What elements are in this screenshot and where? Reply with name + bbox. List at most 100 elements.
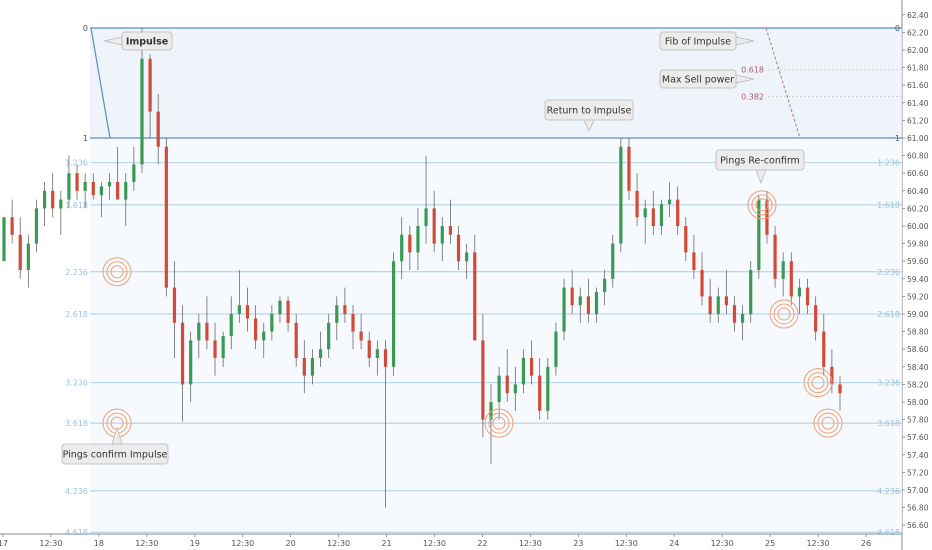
candle-body [570, 287, 574, 306]
candle-body [51, 190, 55, 209]
candle-body [83, 182, 87, 191]
candle-body [749, 270, 753, 314]
candle-body [440, 226, 444, 244]
x-tick-label: 12:30 [327, 539, 350, 548]
candle-body [789, 261, 793, 297]
ping-ring-0 [106, 261, 128, 283]
fib-label-left-3-236: 3.236 [65, 379, 88, 388]
y-tick-label: 60.80 [907, 152, 929, 161]
candle-body [205, 322, 209, 341]
callout-return-to-impulse-text: Return to Impulse [547, 106, 632, 117]
x-tick-label: 25 [765, 539, 775, 548]
candle-body [189, 340, 193, 385]
candle-body [700, 270, 704, 297]
candle-body [814, 305, 818, 332]
candle-body [91, 182, 95, 196]
fib-label-left-4-618: 4.618 [65, 528, 88, 537]
callout-pings-reconfirm-pointer [755, 169, 767, 185]
x-tick-label: 17 [0, 539, 8, 548]
candle-body [351, 314, 355, 332]
candle-body [116, 182, 120, 200]
callout-max-sell-power: Max Sell power [659, 69, 755, 89]
candle-body [692, 252, 696, 270]
candle-body [375, 349, 379, 358]
y-tick-label: 59.60 [907, 257, 929, 266]
y-tick-label: 58.80 [907, 328, 929, 337]
candle-body [140, 58, 144, 165]
candle-body [497, 375, 501, 402]
candle-body [708, 296, 712, 314]
callout-impulse-text: Impulse [126, 37, 168, 48]
x-tick-label: 24 [669, 539, 679, 548]
x-tick-label: 12:30 [423, 539, 446, 548]
candle-body [221, 336, 225, 358]
candle-body [359, 331, 363, 341]
candle-body [659, 204, 664, 226]
y-tick-label: 62.40 [907, 11, 929, 20]
candle-body [538, 375, 542, 411]
ping-ring-5 [811, 376, 825, 390]
y-tick-label: 56.60 [907, 521, 929, 530]
callout-pings-confirm-impulse: Pings confirm Impulse [61, 426, 169, 465]
y-tick-label: 57.20 [907, 468, 929, 477]
candle-body [34, 208, 39, 244]
y-tick-label: 62.00 [907, 46, 929, 55]
y-axis: 62.40 62.20 62.00 61.80 61.60 61.40 61.20 61.00… [902, 11, 929, 530]
callout-pings-reconfirm-text: Pings Re-confirm [720, 156, 800, 167]
y-tick-label: 60.40 [907, 187, 929, 196]
y-tick-label: 62.20 [907, 28, 929, 37]
candle-body [465, 252, 469, 262]
candle-body [229, 314, 233, 336]
x-tick-label: 12:30 [519, 539, 542, 548]
candle-body [270, 314, 274, 332]
callout-fib-of-impulse-pointer [735, 36, 755, 46]
candle-body [286, 300, 290, 323]
candle-body [383, 349, 388, 367]
fib-label-right-3-618: 3.618 [877, 419, 900, 428]
x-tick-label: 12:30 [135, 539, 158, 548]
candle-body [132, 164, 136, 182]
callout-return-to-impulse: Return to Impulse [544, 99, 634, 132]
candle-body [254, 318, 258, 341]
y-tick-label: 60.20 [907, 204, 929, 213]
candle-body [773, 234, 777, 279]
candle-body [594, 292, 599, 314]
candle-body [408, 234, 412, 253]
candle-body [635, 190, 639, 218]
candle-body [180, 322, 185, 385]
candle-body [456, 234, 461, 262]
ping-ring-3 [755, 198, 769, 212]
y-tick-label: 59.00 [907, 310, 929, 319]
candle-body [838, 384, 842, 394]
candle-body [148, 58, 152, 112]
callout-impulse-pointer [103, 36, 123, 46]
candle-body [473, 252, 477, 341]
candle-body [481, 340, 485, 420]
callout-fib-of-impulse: Fib of Impulse [659, 31, 755, 51]
candle-body [42, 190, 47, 209]
y-tick-label: 58.00 [907, 398, 929, 407]
x-tick-label: 23 [573, 539, 583, 548]
candle-body [107, 182, 112, 187]
fib-label-left-1-618: 1.618 [65, 201, 88, 210]
candle-body [164, 146, 168, 288]
fib-label-left-1: 1 [83, 134, 88, 143]
candle-body [529, 358, 534, 376]
candle-body [554, 331, 558, 367]
y-tick-label: 58.40 [907, 363, 929, 372]
fib-label-left-0: 0 [83, 24, 88, 33]
candle-body [59, 199, 63, 209]
candle-body [294, 322, 298, 358]
ping-ring-5 [803, 368, 833, 398]
candle-body [124, 182, 128, 200]
y-tick-label: 57.00 [907, 486, 929, 495]
ping-ring-4 [777, 307, 791, 321]
y-tick-label: 58.20 [907, 380, 929, 389]
candle-body [757, 199, 761, 270]
candle-body [667, 199, 672, 204]
candle-body [489, 402, 493, 420]
inner-fib-diagonal [765, 27, 801, 139]
x-tick-label: 26 [861, 539, 871, 548]
ping-ring-6 [821, 416, 835, 430]
candle-body [318, 349, 323, 358]
